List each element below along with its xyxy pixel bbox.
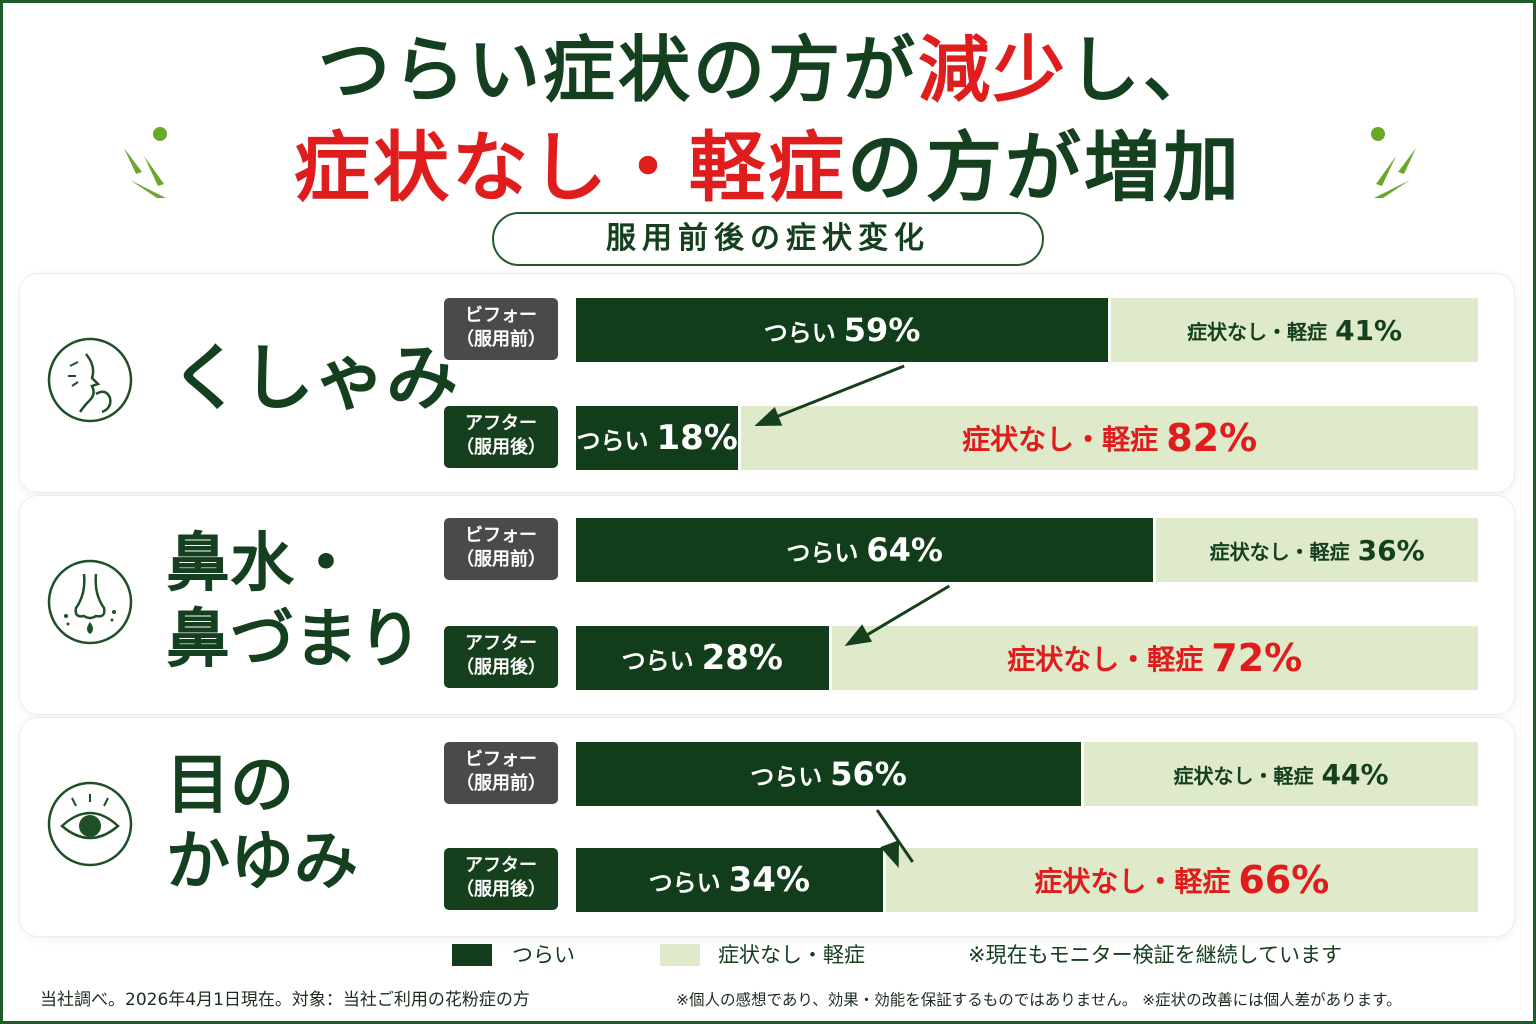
segment-label-severe: つらい — [786, 538, 859, 567]
nose-icon — [47, 559, 133, 645]
segment-label-severe: つらい — [621, 646, 694, 675]
after-badge-line2: （服用後） — [456, 437, 546, 458]
data-label-severe: 64% — [866, 531, 943, 569]
headline-2b: の方が増加 — [847, 123, 1242, 212]
before-bar: つらい 56% 症状なし・軽症 44% — [576, 742, 1478, 806]
headline-1c: し、 — [1068, 28, 1219, 112]
category-label: くしゃみ — [170, 336, 459, 420]
category-label: 鼻水・ — [166, 527, 358, 601]
after-bar: つらい 18% 症状なし・軽症 82% — [576, 406, 1478, 470]
after-badge-line1: アフター — [465, 855, 537, 876]
segment-label-mild: 症状なし・軽症 — [1007, 643, 1204, 676]
legend-swatch-severe — [452, 944, 492, 966]
after-badge: アフター （服用後） — [444, 406, 558, 468]
bar-segment-mild: 症状なし・軽症 72% — [828, 626, 1478, 690]
bar-segment-mild: 症状なし・軽症 44% — [1081, 742, 1478, 806]
bar-segment-severe: つらい 18% — [576, 406, 739, 470]
footnote-right: ※個人の感想であり、効果・効能を保証するものではありません。 ※症状の改善には個… — [676, 991, 1402, 1009]
bar-segment-severe: つらい 64% — [576, 518, 1154, 582]
segment-label-mild: 症状なし・軽症 — [1034, 865, 1231, 898]
headline-1a: つらい症状の方が — [317, 28, 918, 112]
before-bar: つらい 64% 症状なし・軽症 36% — [576, 518, 1478, 582]
before-badge-line2: （服用前） — [456, 329, 546, 350]
headline-2a: 症状なし・軽症 — [294, 123, 847, 212]
before-badge-line2: （服用前） — [456, 549, 546, 570]
after-badge-line2: （服用後） — [456, 657, 546, 678]
data-label-mild: 36% — [1357, 533, 1425, 567]
before-badge-line2: （服用前） — [456, 773, 546, 794]
after-bar: つらい 34% 症状なし・軽症 66% — [576, 848, 1478, 912]
bar-segment-mild: 症状なし・軽症 82% — [738, 406, 1478, 470]
data-label-mild: 82% — [1166, 416, 1258, 460]
headline-line-2: 症状なし・軽症の方が増加 — [0, 124, 1536, 212]
headline-1b: 減少 — [917, 28, 1068, 112]
before-badge: ビフォー （服用前） — [444, 742, 558, 804]
segment-label-mild: 症状なし・軽症 — [962, 423, 1159, 456]
data-label-severe: 34% — [728, 860, 811, 900]
after-badge: アフター （服用後） — [444, 848, 558, 910]
after-badge-line2: （服用後） — [456, 879, 546, 900]
legend-label-mild: 症状なし・軽症 — [718, 943, 865, 967]
bar-segment-severe: つらい 59% — [576, 298, 1109, 362]
segment-label-severe: つらい — [750, 762, 823, 791]
after-bar: つらい 28% 症状なし・軽症 72% — [576, 626, 1478, 690]
footnote-left: 当社調べ。2026年4月1日現在。対象：当社ご利用の花粉症の方 — [40, 990, 530, 1010]
subtitle-pill: 服用前後の症状変化 — [492, 212, 1044, 266]
before-badge: ビフォー （服用前） — [444, 518, 558, 580]
bar-segment-mild: 症状なし・軽症 36% — [1153, 518, 1478, 582]
segment-label-mild: 症状なし・軽症 — [1173, 763, 1314, 788]
before-badge-line1: ビフォー — [465, 749, 537, 770]
bar-segment-severe: つらい 56% — [576, 742, 1082, 806]
data-label-severe: 56% — [830, 755, 907, 793]
segment-label-mild: 症状なし・軽症 — [1187, 319, 1328, 344]
before-badge-line1: ビフォー — [465, 305, 537, 326]
sparkle-icon — [124, 127, 167, 198]
segment-label-severe: つらい — [648, 868, 721, 897]
eye-icon — [47, 781, 133, 867]
data-label-severe: 18% — [656, 418, 738, 458]
bar-segment-mild: 症状なし・軽症 41% — [1108, 298, 1478, 362]
sparkle-icon — [1371, 127, 1416, 198]
data-label-mild: 66% — [1238, 858, 1330, 902]
segment-label-severe: つらい — [576, 426, 649, 455]
category-label: 鼻づまり — [166, 603, 422, 677]
bar-segment-severe: つらい 28% — [576, 626, 829, 690]
after-badge-line1: アフター — [465, 413, 537, 434]
bar-segment-severe: つらい 34% — [576, 848, 883, 912]
legend-swatch-mild — [660, 944, 700, 966]
legend-label-severe: つらい — [512, 943, 575, 967]
data-label-severe: 28% — [701, 638, 783, 678]
headline-line-1: つらい症状の方が減少し、 — [0, 28, 1536, 112]
data-label-mild: 72% — [1211, 636, 1303, 680]
after-badge-line1: アフター — [465, 633, 537, 654]
data-label-mild: 41% — [1335, 313, 1403, 347]
legend-note: ※現在もモニター検証を継続しています — [968, 943, 1342, 967]
segment-label-mild: 症状なし・軽症 — [1209, 539, 1350, 564]
before-badge: ビフォー （服用前） — [444, 298, 558, 360]
before-bar: つらい 59% 症状なし・軽症 41% — [576, 298, 1478, 362]
data-label-mild: 44% — [1321, 757, 1389, 791]
data-label-severe: 59% — [843, 311, 921, 349]
segment-label-severe: つらい — [763, 318, 836, 347]
category-label: 目の — [166, 749, 294, 823]
after-badge: アフター （服用後） — [444, 626, 558, 688]
before-badge-line1: ビフォー — [465, 525, 537, 546]
category-label: かゆみ — [166, 825, 358, 899]
bar-segment-mild: 症状なし・軽症 66% — [882, 848, 1478, 912]
sneeze-icon — [47, 337, 133, 423]
